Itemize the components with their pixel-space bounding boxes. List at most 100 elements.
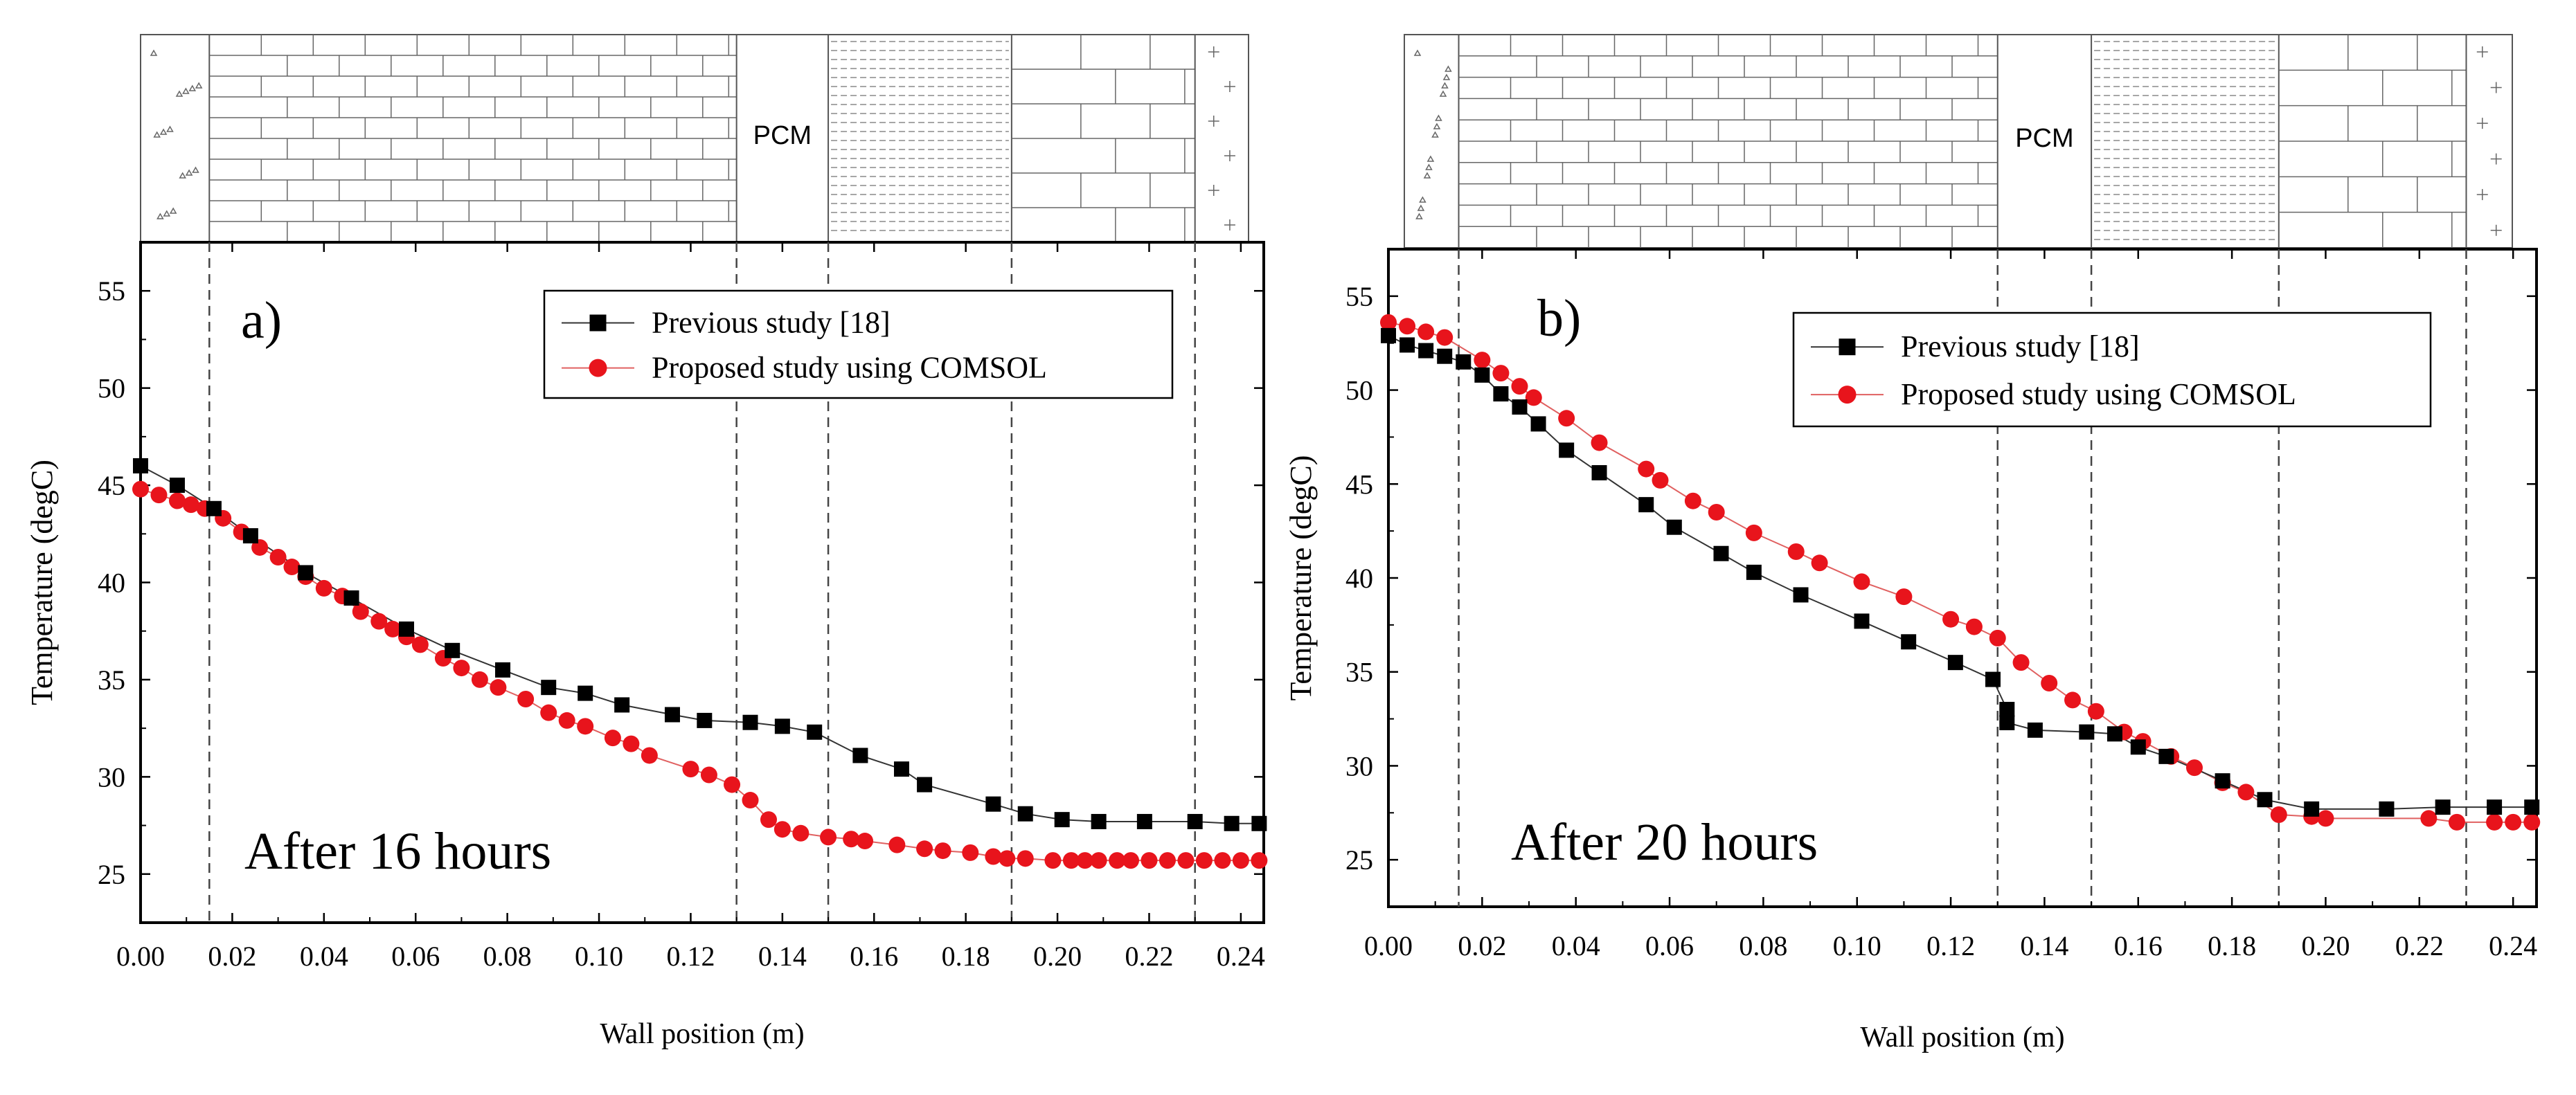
data-point-previous bbox=[1713, 545, 1729, 561]
data-point-proposed bbox=[1965, 618, 1983, 635]
aggregate-mark bbox=[1431, 131, 1439, 138]
data-point-proposed bbox=[2270, 806, 2287, 823]
data-point-proposed bbox=[760, 811, 777, 829]
plaster-mark bbox=[2490, 153, 2502, 165]
plaster-mark bbox=[2476, 118, 2488, 129]
aggregate-mark bbox=[1415, 212, 1423, 219]
data-point-previous bbox=[1591, 465, 1607, 480]
x-tick-label: 0.04 bbox=[300, 941, 348, 972]
legend-label-previous: Previous study [18] bbox=[1901, 329, 2140, 363]
plaster-mark bbox=[2476, 46, 2488, 57]
data-point-proposed bbox=[1044, 852, 1062, 869]
panel-label: b) bbox=[1537, 289, 1581, 347]
y-tick-label: 35 bbox=[98, 664, 125, 696]
plaster-mark bbox=[1208, 46, 1219, 57]
data-point-proposed bbox=[453, 660, 470, 677]
aggregate-mark bbox=[169, 207, 177, 214]
data-point-proposed bbox=[517, 691, 535, 708]
data-point-proposed bbox=[843, 831, 860, 848]
plaster-mark bbox=[1224, 150, 1235, 161]
data-point-previous bbox=[1793, 587, 1809, 603]
data-point-previous bbox=[1187, 813, 1203, 829]
aggregate-mark bbox=[1425, 163, 1433, 170]
data-point-previous bbox=[1985, 671, 2001, 687]
x-tick-label: 0.12 bbox=[666, 941, 715, 972]
series-line-proposed bbox=[140, 488, 1260, 862]
data-point-proposed bbox=[1214, 852, 1231, 869]
data-point-previous bbox=[578, 685, 593, 701]
data-point-proposed bbox=[1417, 323, 1435, 341]
data-point-proposed bbox=[2486, 813, 2503, 831]
data-point-proposed bbox=[1684, 492, 1701, 509]
chart-panel-a: 0.00 0.02 0.04 0.06 0.08 0.10 0.12 0.14 0.16 0.18… bbox=[25, 241, 1268, 1050]
data-point-proposed bbox=[2185, 759, 2203, 777]
data-point-proposed bbox=[1195, 852, 1213, 869]
aggregate-mark bbox=[185, 169, 193, 176]
data-point-previous bbox=[206, 500, 222, 516]
x-tick-label: 0.10 bbox=[1833, 930, 1881, 961]
data-point-previous bbox=[1251, 815, 1267, 831]
data-point-proposed bbox=[132, 480, 149, 498]
x-tick-label: 0.20 bbox=[2301, 930, 2350, 961]
data-point-previous bbox=[2435, 799, 2451, 815]
block-layer bbox=[2278, 35, 2467, 248]
data-point-proposed bbox=[1062, 852, 1080, 869]
data-point-proposed bbox=[1177, 852, 1195, 869]
data-point-previous bbox=[343, 590, 359, 606]
y-tick-label: 50 bbox=[98, 373, 125, 404]
data-point-previous bbox=[541, 680, 557, 696]
y-tick-label: 40 bbox=[1345, 563, 1373, 594]
data-point-previous bbox=[298, 565, 314, 581]
legend-box bbox=[543, 289, 1174, 399]
data-point-previous bbox=[1091, 813, 1107, 829]
x-tick-label: 0.06 bbox=[391, 941, 440, 972]
data-point-previous bbox=[1999, 702, 2015, 717]
plaster-mark bbox=[2490, 82, 2502, 93]
data-point-proposed bbox=[888, 836, 906, 853]
data-point-previous bbox=[1136, 813, 1152, 829]
legend-marker-previous bbox=[589, 314, 607, 332]
data-point-previous bbox=[1456, 354, 1472, 370]
data-point-previous bbox=[2487, 799, 2503, 815]
data-point-proposed bbox=[283, 559, 301, 576]
aggregate-mark bbox=[156, 212, 164, 219]
data-point-proposed bbox=[2505, 813, 2522, 831]
brick-layer bbox=[1458, 35, 1998, 248]
data-point-previous bbox=[1493, 386, 1509, 401]
data-point-proposed bbox=[352, 603, 369, 620]
data-point-proposed bbox=[2237, 784, 2255, 801]
data-point-previous bbox=[2304, 801, 2320, 817]
data-point-proposed bbox=[1474, 352, 1491, 369]
legend-marker-proposed bbox=[589, 359, 607, 377]
aggregate-mark bbox=[1439, 90, 1447, 97]
data-point-previous bbox=[1746, 564, 1762, 580]
data-point-proposed bbox=[1399, 318, 1416, 335]
data-point-previous bbox=[664, 707, 680, 723]
aggregate-mark bbox=[1442, 73, 1451, 80]
legend: Previous study [18] Proposed study using … bbox=[543, 289, 1174, 399]
data-point-previous bbox=[2524, 799, 2540, 815]
data-point-proposed bbox=[2420, 810, 2438, 827]
data-point-proposed bbox=[1652, 471, 1669, 489]
data-point-proposed bbox=[1558, 410, 1575, 427]
aggregate-mark bbox=[1423, 172, 1431, 179]
data-point-previous bbox=[1381, 327, 1396, 343]
x-tick-label: 0.18 bbox=[2208, 930, 2256, 961]
data-point-proposed bbox=[1380, 314, 1397, 331]
data-point-previous bbox=[807, 724, 823, 740]
x-tick-label: 0.16 bbox=[850, 941, 898, 972]
plaster-layer bbox=[1208, 46, 1235, 230]
data-point-previous bbox=[1474, 367, 1490, 383]
data-point-proposed bbox=[2041, 675, 2058, 691]
data-point-proposed bbox=[934, 842, 951, 860]
data-point-previous bbox=[1418, 343, 1434, 359]
insulation-layer bbox=[2094, 41, 2276, 240]
series-line-previous bbox=[140, 465, 1260, 824]
aggregate-mark bbox=[1417, 204, 1425, 211]
data-point-proposed bbox=[1787, 543, 1805, 560]
aggregate-mark bbox=[182, 87, 190, 94]
x-tick-label: 0.16 bbox=[2114, 930, 2163, 961]
plaster-mark bbox=[2490, 224, 2502, 236]
data-point-previous bbox=[1054, 812, 1070, 828]
x-tick-label: 0.00 bbox=[116, 941, 165, 972]
